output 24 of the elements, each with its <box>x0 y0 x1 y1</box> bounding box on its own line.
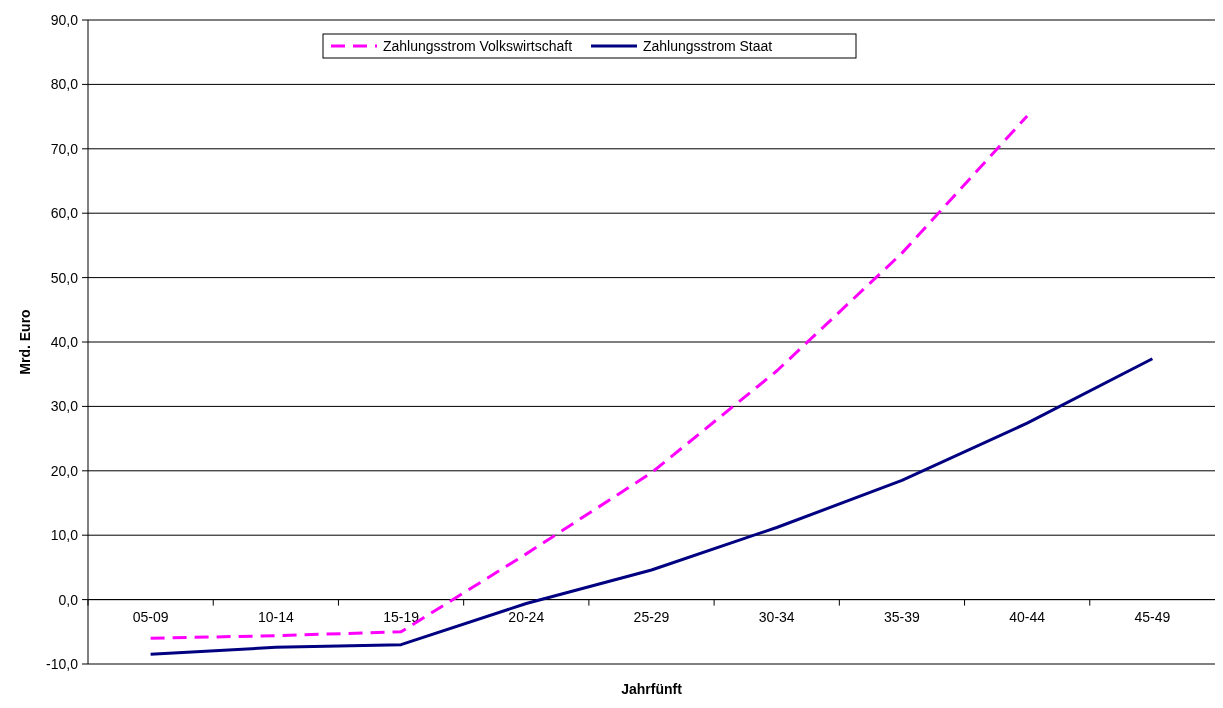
legend-label: Zahlungsstrom Staat <box>643 37 773 54</box>
x-tick-label: 15-19 <box>383 608 420 625</box>
y-tick-label: 30,0 <box>50 398 79 415</box>
y-tick-label: 50,0 <box>50 269 79 286</box>
legend-label: Zahlungsstrom Volkswirtschaft <box>383 37 573 54</box>
y-tick-label: 20,0 <box>50 462 79 479</box>
y-tick-label: -10,0 <box>46 655 79 672</box>
x-tick-label: 40-44 <box>1009 608 1046 625</box>
y-tick-label: 70,0 <box>50 140 79 157</box>
y-tick-label: 0,0 <box>58 591 79 608</box>
y-tick-label: 90,0 <box>50 11 79 28</box>
x-tick-label: 30-34 <box>758 608 795 625</box>
x-axis-title: Jahrfünft <box>621 681 683 697</box>
x-tick-label: 20-24 <box>508 608 545 625</box>
y-tick-label: 60,0 <box>50 205 79 222</box>
x-tick-label: 10-14 <box>257 608 294 625</box>
x-tick-label: 35-39 <box>884 608 921 625</box>
y-tick-label: 10,0 <box>50 527 79 544</box>
y-tick-label: 80,0 <box>50 76 79 93</box>
y-axis-title: Mrd. Euro <box>17 309 33 375</box>
y-tick-label: 40,0 <box>50 333 79 350</box>
x-tick-label: 25-29 <box>633 608 670 625</box>
x-tick-label: 45-49 <box>1134 608 1171 625</box>
x-tick-label: 05-09 <box>132 608 169 625</box>
